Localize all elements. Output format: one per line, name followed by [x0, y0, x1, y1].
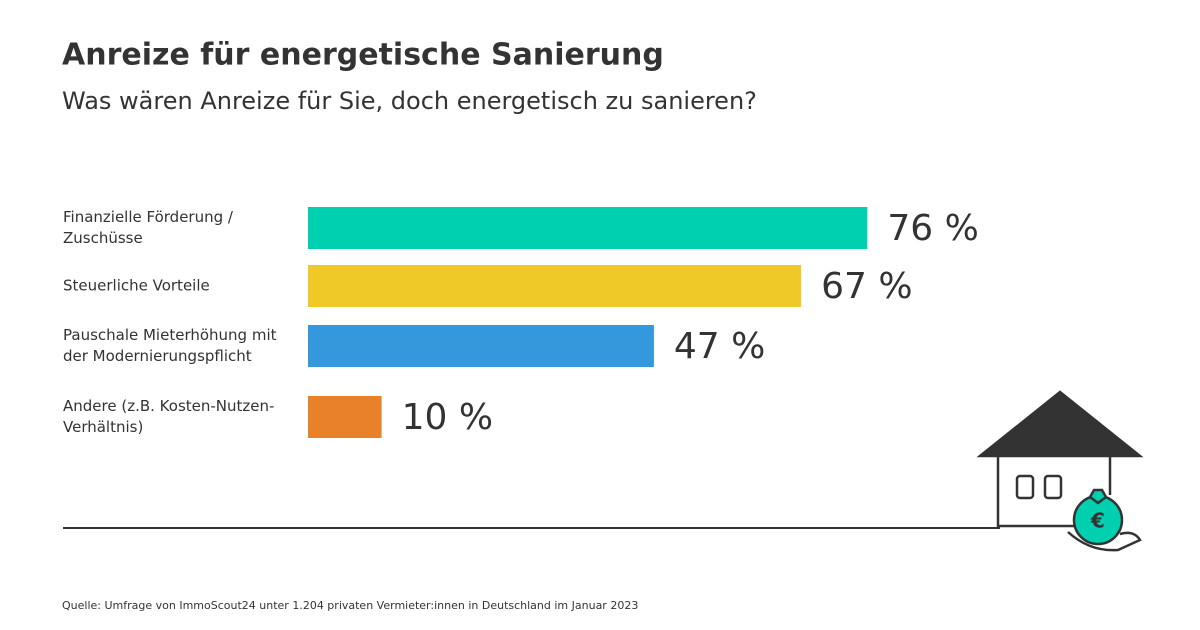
bar — [308, 396, 382, 438]
value-label: 76 % — [887, 208, 978, 249]
category-label: Finanzielle Förderung / Zuschüsse — [63, 208, 233, 247]
svg-text:€: € — [1090, 509, 1105, 533]
category-label: Pauschale Mieterhöhung mit der Modernier… — [63, 326, 277, 365]
chart-title: Anreize für energetische Sanierung — [62, 38, 664, 73]
value-label: 10 % — [402, 397, 493, 438]
category-label: Andere (z.B. Kosten-Nutzen-Verhältnis) — [63, 397, 275, 436]
value-label: 67 % — [821, 266, 912, 307]
value-label: 47 % — [674, 326, 765, 367]
bar — [308, 207, 868, 249]
category-label: Steuerliche Vorteile — [63, 276, 210, 295]
house-icon: € — [976, 390, 1144, 552]
bar — [308, 325, 654, 367]
bar — [308, 265, 802, 307]
source: Quelle: Umfrage von ImmoScout24 unter 1.… — [62, 599, 638, 612]
chart-subtitle: Was wären Anreize für Sie, doch energeti… — [62, 87, 757, 115]
